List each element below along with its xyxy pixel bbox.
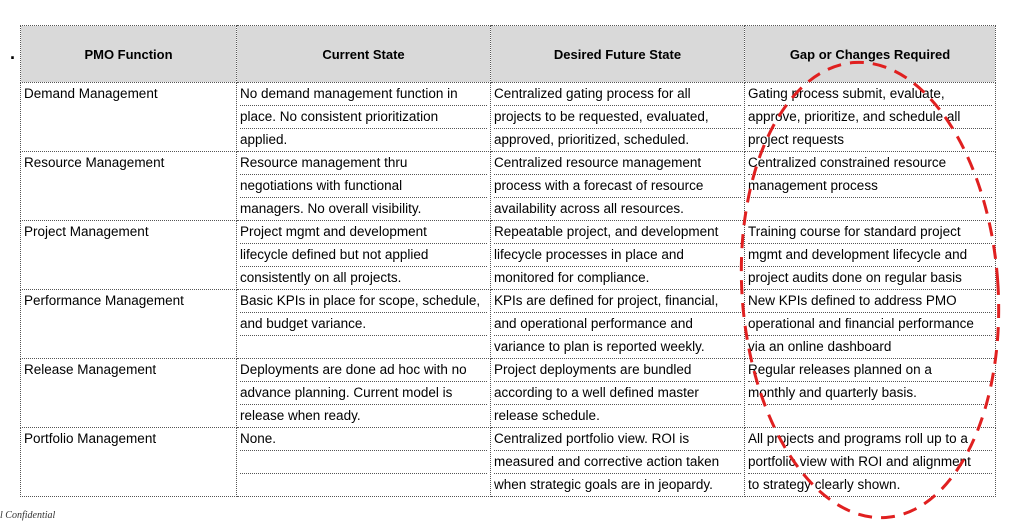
pmo-function-label: Demand Management [24, 86, 158, 101]
cell-text-line: Project deployments are bundled [494, 360, 741, 382]
cell-text-line: process with a forecast of resource [494, 175, 741, 198]
pmo-function-label: Portfolio Management [24, 431, 157, 446]
current-state-cell: None. [236, 427, 491, 497]
gap-cell: Training course for standard project mgmt… [744, 220, 996, 290]
gap-cell: Gating process submit, evaluate, approve,… [744, 82, 996, 152]
cell-text-line: measured and corrective action taken [494, 451, 741, 474]
cell-text-line: release when ready. [240, 408, 361, 423]
header-pmo-function: PMO Function [20, 25, 237, 83]
cell-text-line: and budget variance. [240, 313, 487, 336]
pmo-function-label: Performance Management [24, 293, 184, 308]
table-row: Release Management Deployments are done a… [20, 358, 996, 428]
cell-text-line [748, 405, 992, 427]
gap-cell: Centralized constrained resource manageme… [744, 151, 996, 221]
table-row: Resource Management Resource management t… [20, 151, 996, 221]
cell-text-line: All projects and programs roll up to a [748, 429, 992, 451]
pmo-function-cell: Release Management [20, 358, 237, 428]
pmo-function-cell: Performance Management [20, 289, 237, 359]
pmo-function-label: Resource Management [24, 155, 165, 170]
future-state-cell: Repeatable project, and development lifec… [490, 220, 745, 290]
cell-text-line: management process [748, 175, 992, 198]
table-row: Portfolio Management None. Centralized por… [20, 427, 996, 497]
future-state-cell: Centralized gating process for all projec… [490, 82, 745, 152]
table-row: Demand Management No demand management fu… [20, 82, 996, 152]
cell-text-line: No demand management function in [240, 84, 487, 106]
cell-text-line [240, 474, 487, 496]
table-row: Project Management Project mgmt and devel… [20, 220, 996, 290]
pmo-function-label: Release Management [24, 362, 157, 377]
pmo-function-cell: Portfolio Management [20, 427, 237, 497]
cell-text-line: None. [240, 429, 487, 451]
cell-text-line: Resource management thru [240, 153, 487, 175]
cell-text-line: Repeatable project, and development [494, 222, 741, 244]
cell-text-line: Centralized portfolio view. ROI is [494, 429, 741, 451]
cell-text-line: applied. [240, 132, 288, 147]
current-state-cell: No demand management function in place. N… [236, 82, 491, 152]
cell-text-line: when strategic goals are in jeopardy. [494, 477, 713, 492]
cell-text-line: Regular releases planned on a [748, 360, 992, 382]
cell-text-line: managers. No overall visibility. [240, 201, 422, 216]
cell-text-line: monthly and quarterly basis. [748, 382, 992, 405]
cell-text-line: advance planning. Current model is [240, 382, 487, 405]
pmo-function-cell: Project Management [20, 220, 237, 290]
cell-text-line: portfolio view with ROI and alignment [748, 451, 992, 474]
cell-text-line: Project mgmt and development [240, 222, 487, 244]
cell-text-line: Centralized resource management [494, 153, 741, 175]
future-state-cell: Project deployments are bundled according… [490, 358, 745, 428]
table-row: Performance Management Basic KPIs in plac… [20, 289, 996, 359]
cell-text-line: mgmt and development lifecycle and [748, 244, 992, 267]
cell-text-line: projects to be requested, evaluated, [494, 106, 741, 129]
pmo-function-cell: Demand Management [20, 82, 237, 152]
header-gap-changes: Gap or Changes Required [744, 25, 996, 83]
cell-text-line: place. No consistent prioritization [240, 106, 487, 129]
cell-text-line: Centralized gating process for all [494, 84, 741, 106]
cell-text-line: Training course for standard project [748, 222, 992, 244]
current-state-cell: Resource management thru negotiations wit… [236, 151, 491, 221]
cell-text-line: according to a well defined master [494, 382, 741, 405]
gap-cell: Regular releases planned on a monthly and… [744, 358, 996, 428]
cell-text-line: monitored for compliance. [494, 270, 650, 285]
cell-text-line [240, 451, 487, 474]
cell-text-line: approve, prioritize, and schedule all [748, 106, 992, 129]
header-desired-future-state: Desired Future State [490, 25, 745, 83]
cell-text-line: lifecycle processes in place and [494, 244, 741, 267]
future-state-cell: Centralized portfolio view. ROI is measur… [490, 427, 745, 497]
cell-text-line: Centralized constrained resource [748, 153, 992, 175]
cell-text-line: availability across all resources. [494, 201, 684, 216]
gap-cell: All projects and programs roll up to a po… [744, 427, 996, 497]
cell-text-line: negotiations with functional [240, 175, 487, 198]
cell-text-line: approved, prioritized, scheduled. [494, 132, 690, 147]
cell-text-line: consistently on all projects. [240, 270, 402, 285]
cell-text-line: variance to plan is reported weekly. [494, 339, 705, 354]
cell-text-line: KPIs are defined for project, financial, [494, 291, 741, 313]
bullet-mark: . [10, 43, 16, 63]
pmo-function-label: Project Management [24, 224, 149, 239]
cell-text-line: lifecycle defined but not applied [240, 244, 487, 267]
current-state-cell: Deployments are done ad hoc with no advan… [236, 358, 491, 428]
cell-text-line: to strategy clearly shown. [748, 477, 901, 492]
cell-text-line: operational and financial performance [748, 313, 992, 336]
gap-cell: New KPIs defined to address PMO operation… [744, 289, 996, 359]
cell-text-line: release schedule. [494, 408, 600, 423]
cell-text-line [748, 198, 992, 220]
header-current-state: Current State [236, 25, 491, 83]
cell-text-line [240, 336, 487, 358]
pmo-gap-table: PMO Function Current State Desired Futur… [20, 25, 996, 497]
cell-text-line: project audits done on regular basis [748, 270, 962, 285]
cell-text-line: Basic KPIs in place for scope, schedule, [240, 291, 487, 313]
pmo-function-cell: Resource Management [20, 151, 237, 221]
cell-text-line: Gating process submit, evaluate, [748, 84, 992, 106]
current-state-cell: Project mgmt and development lifecycle de… [236, 220, 491, 290]
current-state-cell: Basic KPIs in place for scope, schedule,… [236, 289, 491, 359]
cell-text-line: via an online dashboard [748, 339, 892, 354]
confidential-footer: l Confidential [0, 510, 56, 521]
future-state-cell: Centralized resource management process w… [490, 151, 745, 221]
cell-text-line: Deployments are done ad hoc with no [240, 360, 487, 382]
cell-text-line: New KPIs defined to address PMO [748, 291, 992, 313]
future-state-cell: KPIs are defined for project, financial,… [490, 289, 745, 359]
cell-text-line: project requests [748, 132, 845, 147]
table-header-row: PMO Function Current State Desired Futur… [20, 25, 996, 83]
cell-text-line: and operational performance and [494, 313, 741, 336]
